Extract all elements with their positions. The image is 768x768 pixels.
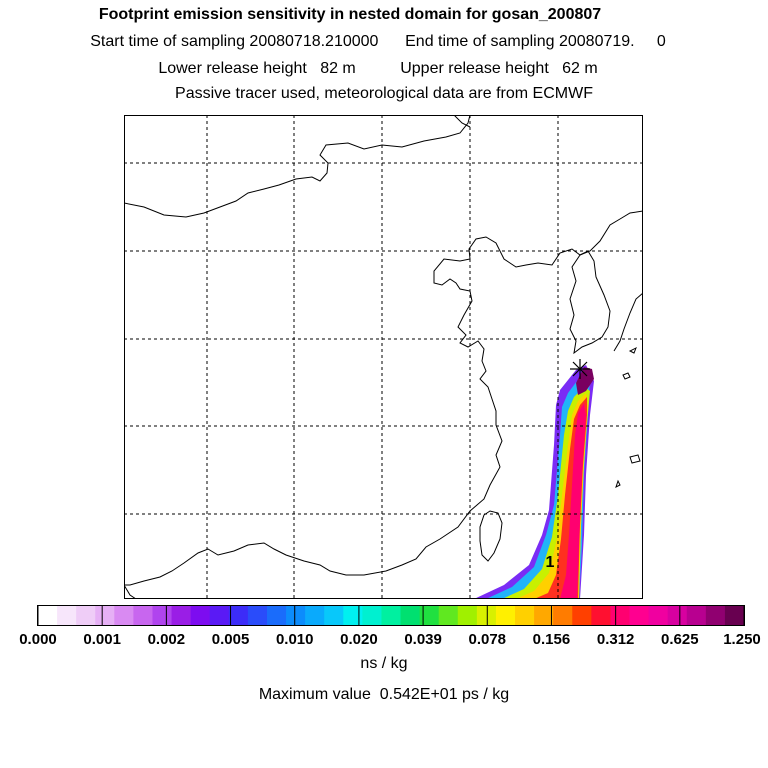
colorbar-swatch (362, 606, 382, 626)
footprint-map: 1 (124, 115, 643, 599)
lower-release-label: Lower release height 82 m (158, 60, 356, 77)
colorbar-swatch (381, 606, 402, 626)
colorbar-swatch (534, 606, 554, 626)
colorbar-labels: 0.000 0.001 0.002 0.005 0.010 0.020 0.039 0.078… (19, 631, 761, 648)
colorbar-swatch (209, 606, 230, 626)
colorbar-swatch (648, 606, 669, 626)
tracer-info: Passive tracer used, meteorological data… (175, 85, 593, 102)
map-title: Footprint emission sensitivity in nested… (98, 6, 602, 23)
colorbar-swatch (114, 606, 134, 626)
maximum-value: Maximum value 0.542E+01 ps / kg (258, 686, 510, 703)
emission-plume (474, 365, 594, 599)
colorbar-units: ns / kg (360, 655, 408, 672)
colorbar-swatch (476, 606, 497, 626)
colorbar-swatch (724, 606, 745, 626)
colorbar-swatch (228, 606, 249, 626)
colorbar-swatch (610, 606, 631, 626)
colorbar-tick-label: 0.020 (340, 631, 378, 648)
colorbar-tick-label: 0.156 (533, 631, 571, 648)
colorbar-swatch (133, 606, 153, 626)
colorbar-swatch (305, 606, 325, 626)
colorbar-tick-label: 0.002 (148, 631, 186, 648)
colorbar-swatch (38, 606, 58, 626)
colorbar-tick-label: 0.001 (83, 631, 121, 648)
colorbar-tick-label: 1.250 (723, 631, 761, 648)
colorbar-tick-label: 0.005 (212, 631, 250, 648)
upper-release-label: Upper release height 62 m (400, 60, 598, 77)
colorbar-ticks (37, 606, 745, 626)
end-time-label: End time of sampling 20080719. 0 (405, 33, 666, 50)
colorbar-swatch (553, 606, 573, 626)
colorbar-tick-label: 0.625 (661, 631, 699, 648)
colorbar-swatch (247, 606, 268, 626)
colorbar-tick-label: 0.010 (276, 631, 314, 648)
plume-label: 1 (546, 554, 555, 571)
colorbar-swatch (190, 606, 211, 626)
colorbar-swatch (591, 606, 611, 626)
colorbar-swatch (57, 606, 77, 626)
colorbar-swatch (629, 606, 650, 626)
colorbar-swatch (438, 606, 459, 626)
colorbar-tick-label: 0.039 (404, 631, 442, 648)
colorbar: 0.000 0.001 0.002 0.005 0.010 0.020 0.039 0.078… (19, 605, 761, 648)
colorbar-tick-label: 0.000 (19, 631, 57, 648)
colorbar-swatch (667, 606, 688, 626)
colorbar-swatch (152, 606, 173, 626)
colorbar-swatch (343, 606, 363, 626)
colorbar-tick-label: 0.078 (468, 631, 506, 648)
sampling-times: Start time of sampling 20080718.210000 E… (0, 33, 762, 51)
colorbar-swatch (266, 606, 287, 626)
colorbar-swatch (286, 606, 306, 626)
colorbar-swatch (419, 606, 440, 626)
colorbar-swatch (572, 606, 592, 626)
colorbar-swatch (515, 606, 535, 626)
colorbar-tick-label: 0.312 (597, 631, 635, 648)
colorbar-swatch (686, 606, 707, 626)
colorbar-swatch (324, 606, 344, 626)
colorbar-swatches (38, 606, 745, 626)
release-heights: Lower release height 82 m Upper release … (0, 60, 762, 78)
colorbar-swatch (457, 606, 478, 626)
colorbar-swatch (705, 606, 726, 626)
colorbar-swatch (171, 606, 192, 626)
start-time-label: Start time of sampling 20080718.210000 (90, 33, 379, 50)
star-icon (570, 359, 590, 379)
colorbar-swatch (76, 606, 96, 626)
colorbar-swatch (95, 606, 115, 626)
lat-lon-grid (124, 115, 643, 599)
colorbar-swatch (400, 606, 421, 626)
colorbar-swatch (495, 606, 516, 626)
